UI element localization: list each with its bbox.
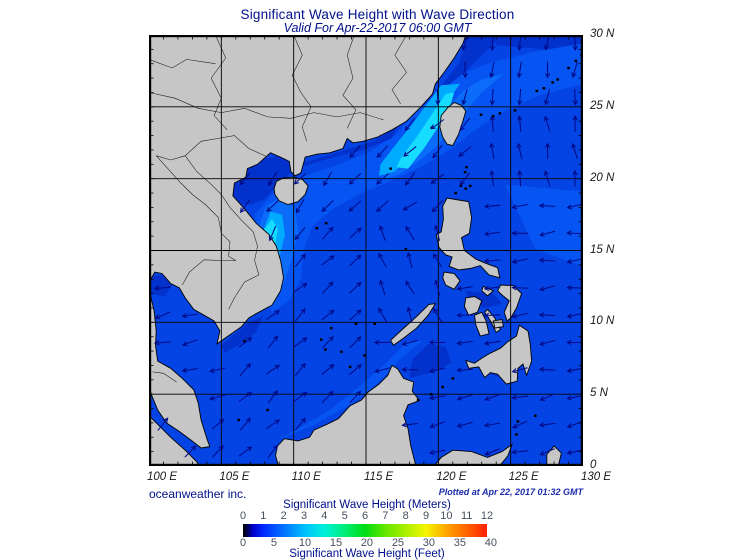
meters-tick-label: 12 — [480, 510, 494, 522]
oceanweather-credit: oceanweather inc. — [149, 487, 247, 501]
meters-tick-label: 1 — [260, 510, 267, 522]
lat-tick-label: 25 N — [590, 99, 615, 112]
feet-tick-label: 35 — [453, 537, 467, 549]
meters-tick-label: 4 — [321, 510, 328, 522]
map-plot-area — [149, 35, 583, 466]
colorbar — [243, 524, 487, 537]
meters-tick-label: 3 — [300, 510, 308, 522]
feet-tick-label: 25 — [391, 537, 405, 549]
lon-tick-label: 105 E — [219, 471, 250, 483]
meters-tick-label: 7 — [382, 510, 389, 522]
lat-tick-label: 30 N — [590, 28, 615, 40]
feet-tick-label: 5 — [270, 537, 278, 549]
feet-tick-label: 20 — [360, 537, 374, 549]
meters-tick-label: 6 — [361, 510, 369, 522]
lat-tick-label: 15 N — [590, 243, 615, 256]
feet-tick-label: 15 — [329, 537, 343, 549]
lon-tick-label: 120 E — [436, 471, 467, 483]
map-canvas — [149, 35, 583, 466]
feet-tick-label: 40 — [484, 537, 498, 549]
feet-tick-label: 30 — [422, 537, 436, 549]
meters-tick-label: 10 — [440, 510, 453, 522]
meters-tick-label: 9 — [422, 510, 430, 522]
plot-valid-time: Valid For Apr-22-2017 06:00 GMT — [283, 21, 472, 35]
lon-tick-label: 110 E — [291, 471, 321, 483]
feet-tick-label: 10 — [298, 537, 312, 549]
plot-title: Significant Wave Height with Wave Direct… — [240, 7, 515, 22]
lon-tick-label: 100 E — [147, 471, 178, 483]
lat-tick-label: 0 — [590, 459, 597, 471]
lon-tick-label: 125 E — [508, 471, 539, 483]
lat-tick-label: 5 N — [590, 387, 608, 400]
feet-tick-label: 0 — [239, 537, 247, 549]
plotted-timestamp: Plotted at Apr 22, 2017 01:32 GMT — [438, 487, 583, 497]
lon-tick-label: 115 E — [364, 471, 394, 483]
lat-tick-label: 20 N — [590, 171, 615, 184]
meters-tick-label: 5 — [341, 510, 348, 522]
colorbar-meters-label: Significant Wave Height (Meters) — [283, 499, 451, 511]
meters-tick-label: 2 — [280, 510, 287, 522]
lat-tick-label: 10 N — [590, 315, 615, 328]
colorbar-feet-label: Significant Wave Height (Feet) — [289, 548, 445, 560]
meters-tick-label: 8 — [402, 510, 409, 522]
meters-tick-label: 0 — [239, 510, 247, 522]
lon-tick-label: 130 E — [581, 471, 612, 483]
meters-tick-label: 11 — [460, 510, 473, 522]
